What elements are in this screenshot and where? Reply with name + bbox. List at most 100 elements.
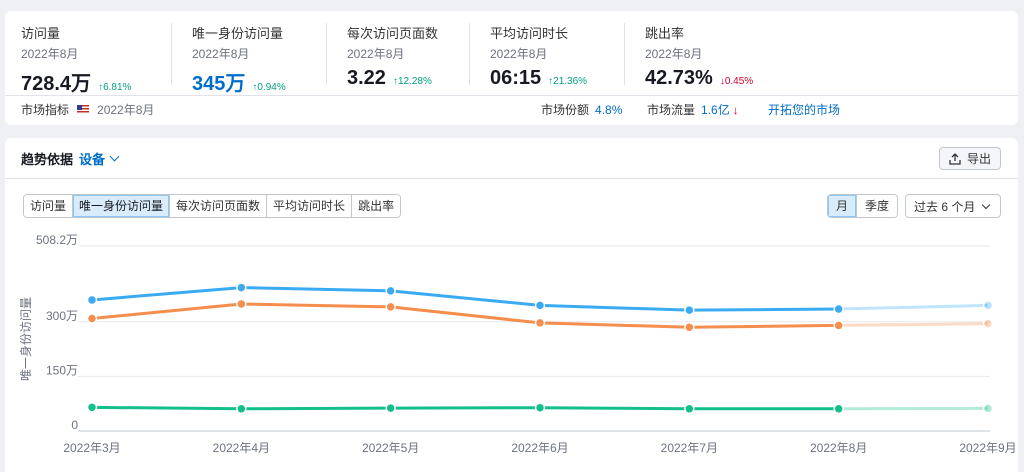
- data-point: [236, 298, 247, 310]
- export-label: 导出: [966, 152, 991, 166]
- x-tick-label: 2022年7月: [661, 441, 718, 455]
- export-icon: [949, 152, 961, 165]
- data-point: [982, 318, 994, 329]
- metric-pages-per-visit[interactable]: 每次访问页面数 2022年8月 3.22 ↑12.28%: [347, 23, 438, 90]
- tab-bounce-rate[interactable]: 跳出率: [351, 195, 401, 217]
- data-point: [684, 322, 695, 333]
- market-traffic: 市场流量 1.6亿 ↓: [647, 101, 739, 118]
- series-line: [91, 286, 839, 312]
- metric-title: 唯一身份访问量: [192, 26, 284, 41]
- expand-market-link-wrap: 开拓您的市场: [768, 101, 840, 118]
- data-point: [833, 320, 844, 331]
- data-point: [385, 285, 396, 297]
- us-flag-icon: [77, 105, 90, 114]
- data-point: [385, 402, 396, 414]
- data-point: [534, 317, 546, 329]
- trend-header: 趋势依据 设备: [21, 149, 120, 168]
- y-tick-label: 150万: [46, 363, 78, 377]
- tab-visits[interactable]: 访问量: [24, 195, 73, 217]
- divider: [624, 23, 625, 85]
- data-point: [833, 403, 844, 415]
- data-point: [534, 300, 546, 311]
- x-tick-label: 2022年6月: [511, 441, 568, 455]
- metric-change: ↑6.81%: [98, 82, 132, 93]
- divider: [469, 23, 470, 85]
- metric-tabs: 访问量 唯一身份访问量 每次访问页面数 平均访问时长 跳出率: [23, 194, 402, 218]
- arrow-up-icon: ↑: [548, 76, 554, 87]
- series-projection-line: [838, 303, 989, 311]
- data-point: [982, 403, 994, 414]
- metric-date: 2022年8月: [21, 47, 79, 61]
- data-point: [86, 313, 98, 324]
- data-point: [236, 403, 247, 415]
- data-point: [982, 300, 994, 311]
- metric-change: ↑12.28%: [392, 76, 432, 87]
- metric-unique-visitors[interactable]: 唯一身份访问量 2022年8月 345万 ↑0.94%: [192, 23, 286, 96]
- tab-avg-duration[interactable]: 平均访问时长: [266, 195, 352, 217]
- metric-value: 728.4万: [21, 73, 92, 95]
- range-select[interactable]: 过去 6 个月: [905, 194, 1001, 218]
- divider: [326, 23, 327, 85]
- x-tick-label: 2022年9月: [959, 441, 1016, 455]
- market-share: 市场份额 4.8%: [541, 101, 622, 118]
- metric-date: 2022年8月: [490, 47, 548, 61]
- metric-title: 平均访问时长: [490, 26, 569, 41]
- arrow-down-icon: ↓: [719, 76, 725, 87]
- divider: [5, 95, 1018, 96]
- data-point: [86, 402, 98, 413]
- arrow-up-icon: ↑: [252, 82, 258, 93]
- metric-title: 访问量: [21, 26, 61, 41]
- device-dropdown[interactable]: 设备: [79, 152, 106, 167]
- trend-card: 趋势依据 设备 导出 访问量 唯一身份访问量 每次访问页面数 平均访问时长 跳出…: [5, 138, 1018, 472]
- arrow-up-icon: ↑: [392, 76, 398, 87]
- metrics-card: 访问量 2022年8月 728.4万 ↑6.81% 唯一身份访问量 2022年8…: [5, 11, 1018, 125]
- range-label: 过去 6 个月: [914, 199, 976, 214]
- y-tick-label: 300万: [46, 309, 78, 323]
- divider: [5, 178, 1018, 179]
- metric-date: 2022年8月: [347, 47, 405, 61]
- period-month[interactable]: 月: [828, 195, 857, 217]
- series-projection-line: [838, 322, 989, 327]
- market-indicator: 市场指标 2022年8月: [21, 101, 154, 118]
- y-tick-label: 0: [71, 418, 78, 432]
- metric-change: ↑0.94%: [252, 82, 286, 93]
- metric-change: ↑21.36%: [548, 76, 588, 87]
- data-point: [684, 403, 695, 415]
- data-point: [534, 402, 546, 413]
- x-tick-label: 2022年3月: [63, 441, 120, 455]
- x-tick-label: 2022年8月: [810, 441, 867, 455]
- metric-title: 每次访问页面数: [347, 26, 439, 41]
- arrow-up-icon: ↑: [98, 82, 104, 93]
- y-tick-label: 508.2万: [36, 233, 78, 247]
- divider: [171, 23, 172, 85]
- metric-value: 42.73%: [645, 67, 713, 89]
- data-point: [684, 304, 695, 316]
- metric-date: 2022年8月: [645, 47, 703, 61]
- tab-pages-per-visit[interactable]: 每次访问页面数: [169, 195, 267, 217]
- series-line: [91, 405, 839, 411]
- x-tick-label: 2022年4月: [213, 441, 270, 455]
- tab-unique-visitors[interactable]: 唯一身份访问量: [72, 195, 170, 217]
- market-share-label: 市场份额: [541, 103, 590, 117]
- series-line: [91, 302, 839, 329]
- period-toggle: 月 季度: [827, 194, 899, 218]
- expand-market-link[interactable]: 开拓您的市场: [768, 103, 841, 117]
- period-quarter[interactable]: 季度: [856, 195, 898, 217]
- y-axis-label: 唯一身份访问量: [18, 297, 33, 381]
- x-tick-label: 2022年5月: [362, 441, 419, 455]
- metric-title: 跳出率: [645, 26, 685, 41]
- market-label: 市场指标: [21, 103, 70, 117]
- arrow-down-icon: ↓: [732, 102, 739, 117]
- market-traffic-label: 市场流量: [647, 103, 696, 117]
- metric-visits[interactable]: 访问量 2022年8月 728.4万 ↑6.81%: [21, 23, 131, 96]
- data-point: [833, 303, 844, 315]
- metric-avg-duration[interactable]: 平均访问时长 2022年8月 06:15 ↑21.36%: [490, 23, 587, 90]
- metric-value: 3.22: [347, 67, 386, 89]
- export-button[interactable]: 导出: [938, 147, 1001, 170]
- market-share-value: 4.8%: [595, 102, 623, 117]
- metric-date: 2022年8月: [192, 47, 250, 61]
- metric-change: ↓0.45%: [719, 76, 754, 87]
- data-point: [86, 294, 98, 306]
- metric-bounce-rate[interactable]: 跳出率 2022年8月 42.73% ↓0.45%: [645, 23, 753, 90]
